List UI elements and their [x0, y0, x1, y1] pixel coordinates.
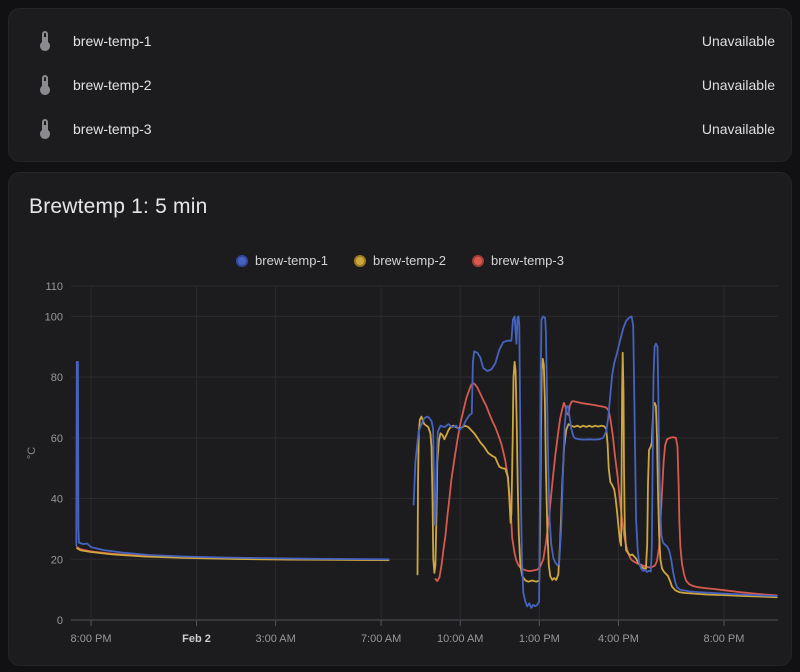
thermometer-icon — [33, 73, 57, 97]
entity-state[interactable]: Unavailable — [701, 77, 775, 93]
x-tick-label: 10:00 AM — [437, 633, 483, 645]
thermometer-icon — [33, 117, 57, 141]
entities-card: brew-temp-1 Unavailable brew-temp-2 Unav… — [8, 8, 792, 162]
chart-legend: brew-temp-1 brew-temp-2 brew-temp-3 — [9, 253, 791, 268]
entity-name: brew-temp-2 — [73, 77, 152, 93]
legend-label: brew-temp-2 — [373, 253, 446, 268]
y-axis-title: °C — [26, 447, 38, 459]
y-tick-label: 0 — [57, 615, 63, 627]
y-tick-label: 80 — [51, 372, 63, 384]
y-tick-label: 20 — [51, 554, 63, 566]
entity-row-brew-temp-3[interactable]: brew-temp-3 Unavailable — [25, 107, 775, 151]
series-brew-temp-1 — [75, 361, 390, 561]
series-brew-temp-2 — [76, 547, 390, 562]
x-tick-label: 3:00 AM — [255, 633, 295, 645]
y-tick-label: 40 — [51, 494, 63, 506]
x-tick-label: 8:00 PM — [703, 633, 744, 645]
x-tick-label: 1:00 PM — [519, 633, 560, 645]
legend-item-brew-temp-2[interactable]: brew-temp-2 — [354, 253, 446, 268]
entity-name: brew-temp-1 — [73, 33, 152, 49]
y-tick-label: 60 — [51, 433, 63, 445]
entity-row-brew-temp-1[interactable]: brew-temp-1 Unavailable — [25, 19, 775, 63]
chart-title: Brewtemp 1: 5 min — [29, 195, 208, 218]
x-tick-label: 8:00 PM — [71, 633, 112, 645]
entity-row-brew-temp-2[interactable]: brew-temp-2 Unavailable — [25, 63, 775, 107]
y-tick-label: 110 — [45, 281, 63, 293]
legend-marker-red — [471, 254, 484, 267]
series-brew-temp-3 — [434, 382, 778, 597]
x-tick-label: 7:00 AM — [361, 633, 401, 645]
entity-state[interactable]: Unavailable — [701, 33, 775, 49]
thermometer-icon — [33, 29, 57, 53]
entity-state[interactable]: Unavailable — [701, 121, 775, 137]
legend-label: brew-temp-1 — [255, 253, 329, 268]
legend-label: brew-temp-3 — [490, 253, 564, 268]
series-brew-temp-2 — [416, 351, 778, 599]
history-chart-card: Brewtemp 1: 5 min brew-temp-1 brew-temp-… — [8, 172, 792, 666]
legend-marker-blue — [236, 254, 249, 267]
x-tick-label: Feb 2 — [182, 633, 211, 645]
legend-marker-yellow — [354, 254, 367, 267]
legend-item-brew-temp-3[interactable]: brew-temp-3 — [471, 253, 564, 268]
series-brew-temp-1 — [412, 315, 778, 609]
legend-item-brew-temp-1[interactable]: brew-temp-1 — [236, 253, 328, 268]
x-tick-label: 4:00 PM — [598, 633, 639, 645]
temperature-line-chart[interactable]: 110 100 80 60 40 20 0 8:00 PM Feb 2 3:00 AM 7:00 A… — [9, 268, 785, 653]
entity-name: brew-temp-3 — [73, 121, 152, 137]
y-tick-label: 100 — [45, 311, 63, 323]
